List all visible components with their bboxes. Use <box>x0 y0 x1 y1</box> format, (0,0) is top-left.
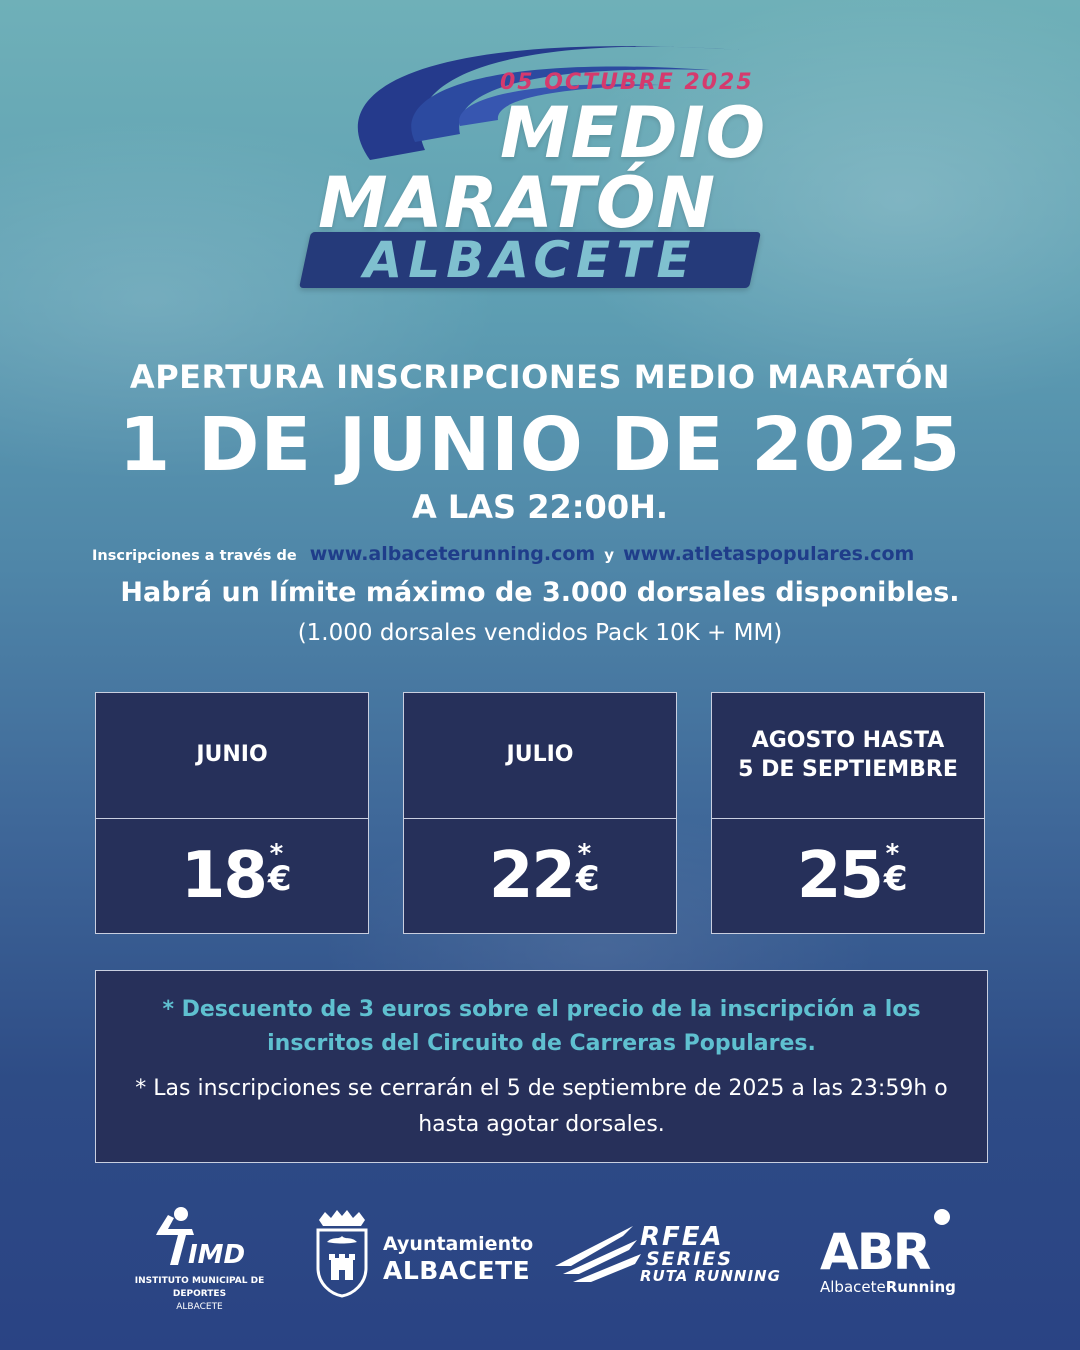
ayuntamiento-name: Ayuntamiento ALBACETE <box>383 1233 533 1286</box>
imd-mark-text: IMD <box>188 1240 245 1270</box>
imd-caption-name: INSTITUTO MUNICIPAL DE DEPORTES <box>134 1276 265 1299</box>
price-value-row: 22 € * <box>404 819 676 933</box>
price-period: JUNIO <box>96 693 368 819</box>
abr-text-b: Running <box>885 1278 956 1296</box>
abr-text-a: Albacete <box>820 1278 886 1296</box>
swoosh-inner <box>459 84 660 126</box>
registration-row: Inscripciones a través de www.albaceteru… <box>92 543 992 565</box>
rfea-track-icon <box>555 1226 641 1282</box>
price-period: AGOSTO HASTA 5 DE SEPTIEMBRE <box>712 693 984 819</box>
opening-date: 1 DE JUNIO DE 2025 <box>118 402 962 488</box>
imd-logo-icon: IMD <box>156 1207 245 1270</box>
logo-medio: MEDIO <box>500 92 767 174</box>
imd-caption: INSTITUTO MUNICIPAL DE DEPORTES ALBACETE <box>112 1275 287 1314</box>
price-asterisk: * <box>269 839 284 869</box>
opening-time: A LAS 22:00H. <box>411 488 669 526</box>
headline: APERTURA INSCRIPCIONES MEDIO MARATÓN <box>129 358 951 396</box>
abr-logo-icon: ABR <box>820 1209 950 1277</box>
registration-conjunction: y <box>604 546 615 564</box>
logo-swoosh-icon <box>357 46 740 160</box>
logo-maraton: MARATÓN <box>318 162 717 244</box>
rfea-line2: SERIES <box>646 1248 734 1270</box>
price-card-agosto: AGOSTO HASTA 5 DE SEPTIEMBRE 25 € * <box>711 692 985 934</box>
price-period-line1: AGOSTO HASTA <box>751 727 945 753</box>
price-card-julio: JULIO 22 € * <box>403 692 677 934</box>
price-currency: € <box>575 859 600 899</box>
notes-panel: * Descuento de 3 euros sobre el precio d… <box>95 970 988 1163</box>
rfea-line3: RUTA RUNNING <box>640 1267 781 1285</box>
price-currency: € <box>267 859 292 899</box>
registration-prefix: Inscripciones a través de <box>92 548 297 564</box>
swoosh-outer <box>357 46 740 160</box>
price-value-row: 18 € * <box>96 819 368 933</box>
link-atletaspopulares[interactable]: www.atletaspopulares.com <box>623 543 915 565</box>
abr-mark-text: ABR <box>820 1223 931 1277</box>
bib-limit: Habrá un límite máximo de 3.000 dorsales… <box>120 577 960 608</box>
price-asterisk: * <box>577 839 592 869</box>
price-card-junio: JUNIO 18 € * <box>95 692 369 934</box>
price-currency: € <box>883 859 908 899</box>
price-value: 22 <box>488 839 576 913</box>
logo-date: 05 OCTUBRE 2025 <box>500 70 754 95</box>
link-albaceterunning[interactable]: www.albaceterunning.com <box>309 543 596 565</box>
price-period: JULIO <box>404 693 676 819</box>
rfea-line1: RFEA <box>640 1222 724 1252</box>
rfea-text: RFEA SERIES RUTA RUNNING <box>640 1224 781 1284</box>
price-value: 18 <box>180 839 268 913</box>
closing-note: * Las inscripciones se cerrarán el 5 de … <box>135 1076 948 1137</box>
price-period-line2: 5 DE SEPTIEMBRE <box>738 756 958 782</box>
discount-note: * Descuento de 3 euros sobre el precio d… <box>162 997 921 1056</box>
ayuntamiento-line2: ALBACETE <box>383 1255 531 1285</box>
price-value: 25 <box>796 839 884 913</box>
ayuntamiento-shield-icon <box>316 1210 368 1298</box>
abr-text: AlbaceteRunning <box>820 1278 956 1296</box>
swoosh-middle <box>411 66 710 142</box>
ayuntamiento-line1: Ayuntamiento <box>383 1233 534 1255</box>
price-asterisk: * <box>885 839 900 869</box>
bibs-sold: (1.000 dorsales vendidos Pack 10K + MM) <box>297 620 783 646</box>
logo-city: ALBACETE <box>363 231 697 289</box>
imd-caption-city: ALBACETE <box>176 1302 223 1312</box>
price-value-row: 25 € * <box>712 819 984 933</box>
